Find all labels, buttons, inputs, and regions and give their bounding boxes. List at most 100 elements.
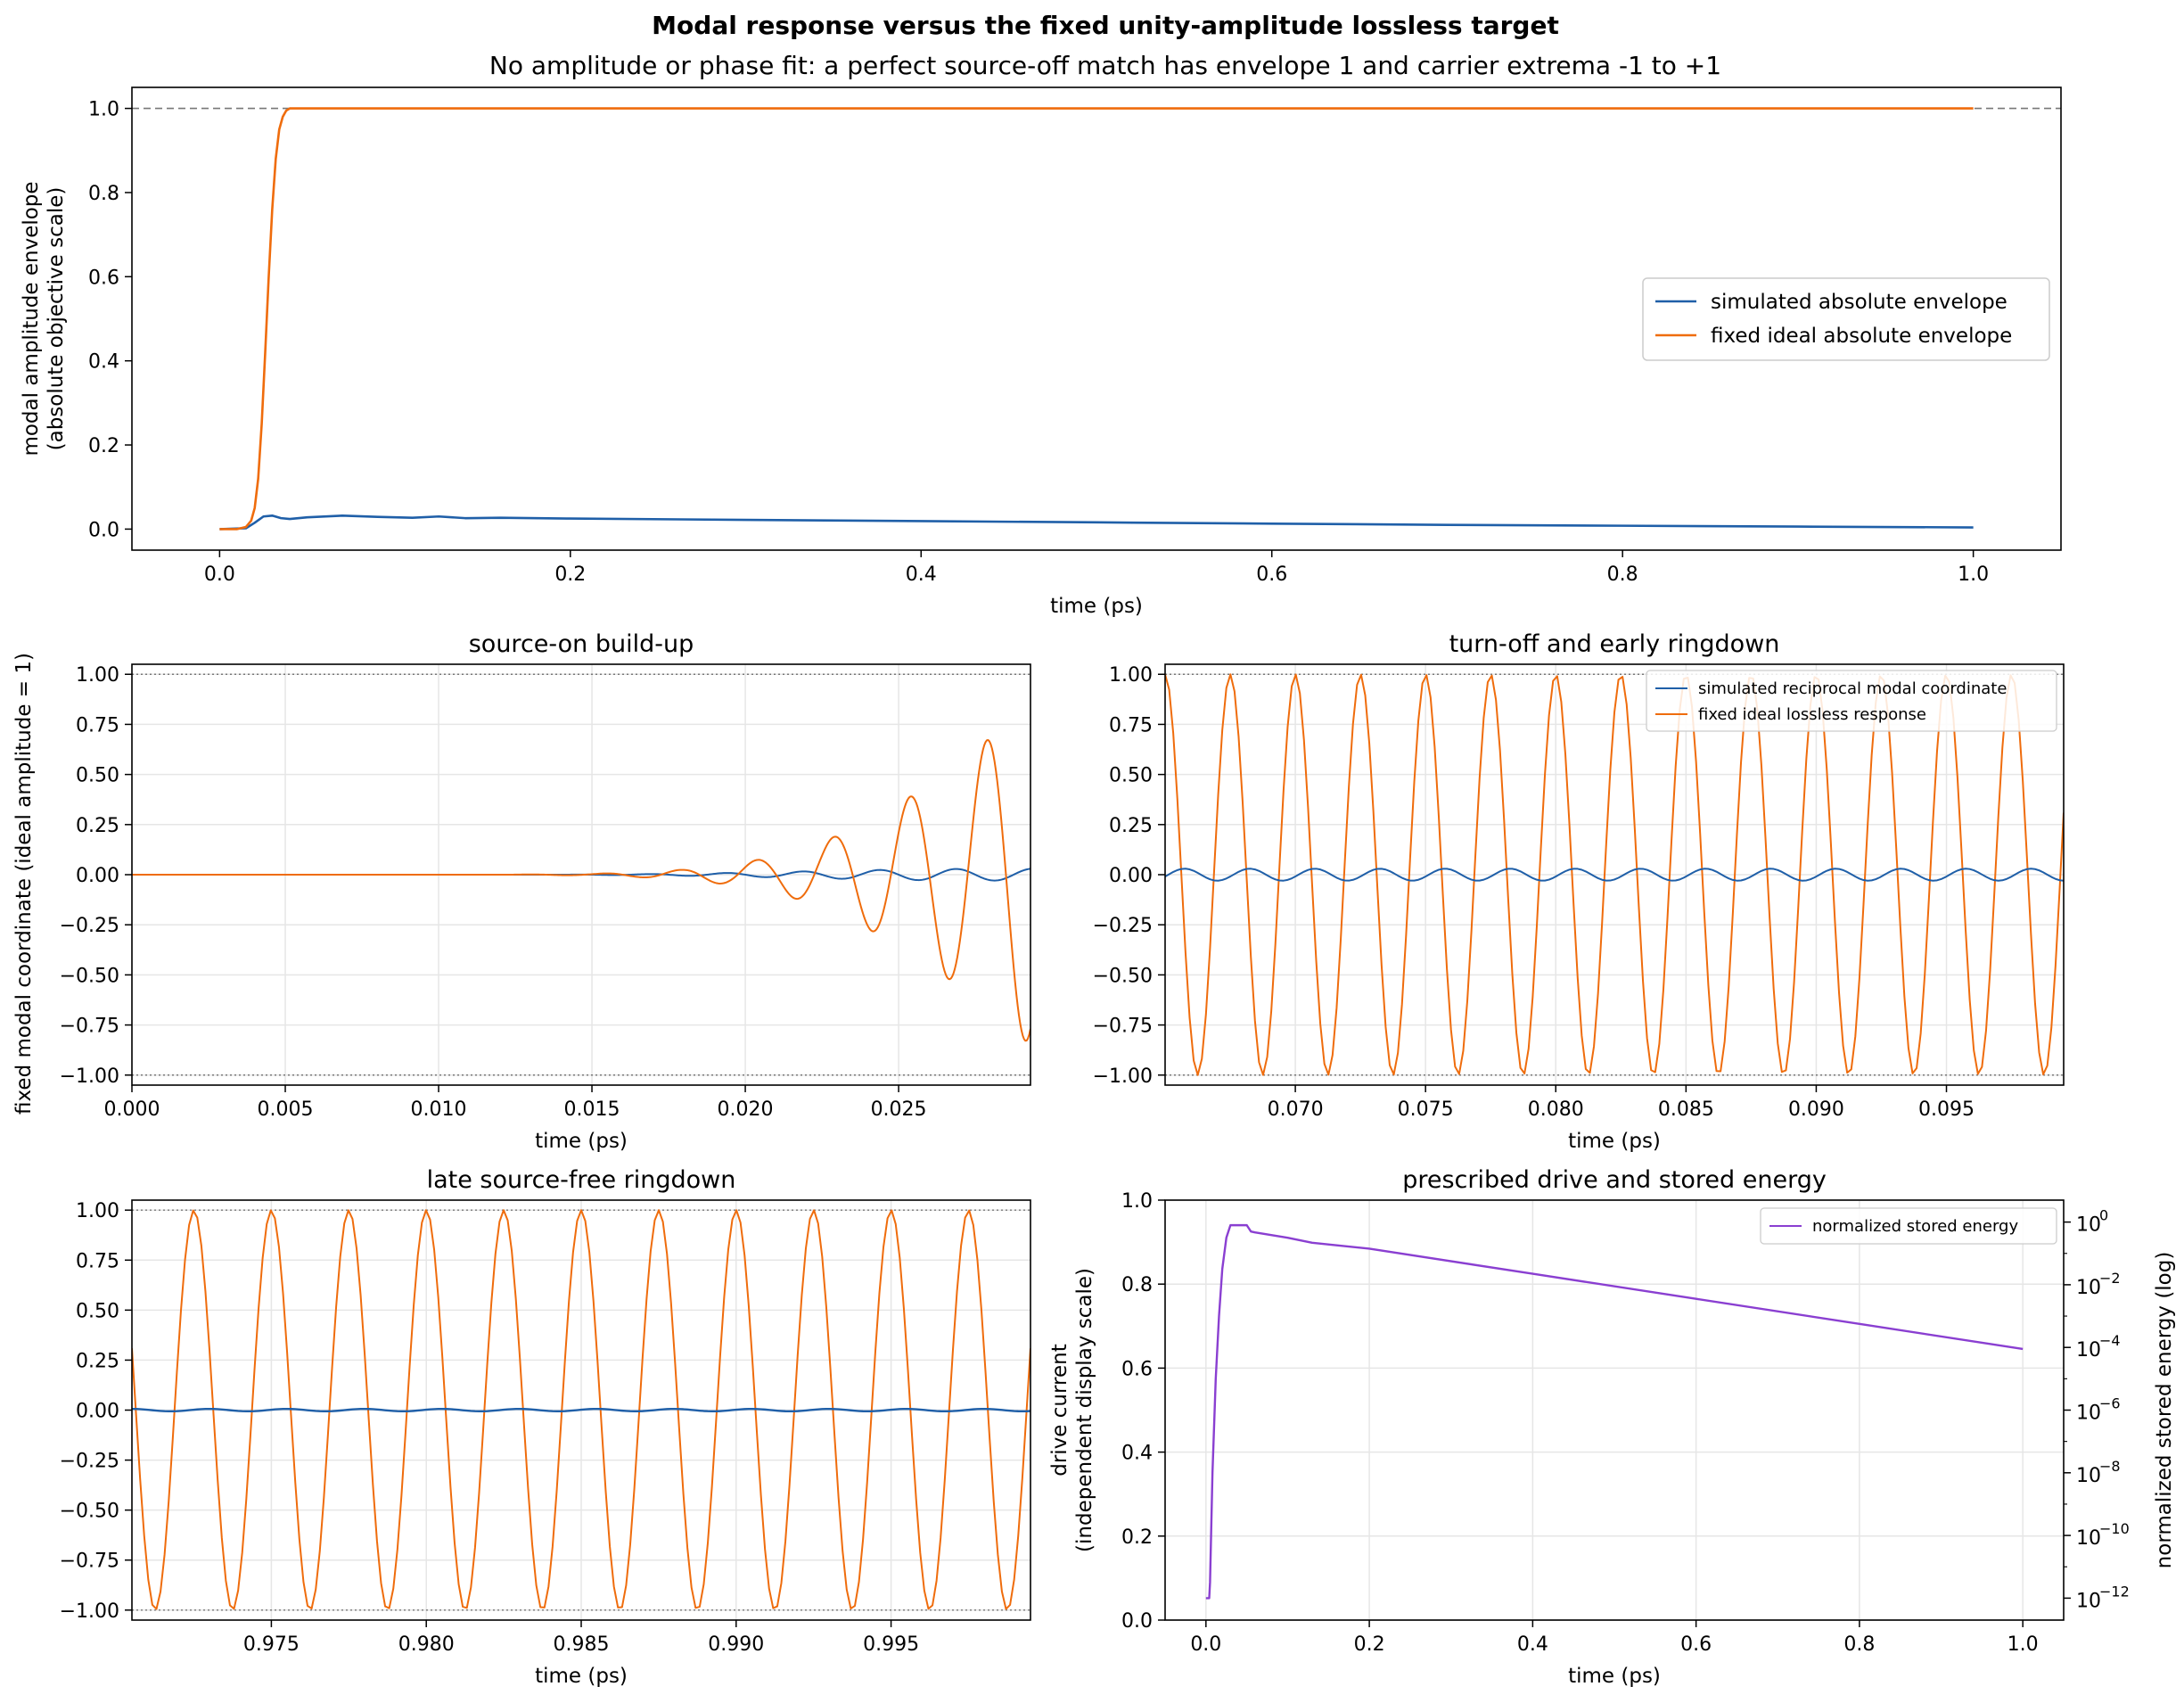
late-ideal-line: [132, 1209, 1030, 1610]
turnoff-xtick-label-3: 0.085: [1658, 1098, 1714, 1121]
buildup-ytick-label-4: 0.00: [76, 865, 119, 887]
turnoff-xtick-label-0: 0.070: [1268, 1098, 1324, 1121]
energy-right-tick-base-4: 10: [2076, 1339, 2101, 1362]
late-xtick-label-4: 0.995: [863, 1633, 919, 1656]
energy-right-tick-base-0: 10: [2076, 1590, 2101, 1612]
energy-ytick-label-5: 1.0: [1121, 1190, 1153, 1213]
energy-ylabel-line-0: drive current: [1048, 1344, 1071, 1477]
late-frame: [131, 1199, 1031, 1621]
buildup-title: source-on build-up: [469, 630, 694, 658]
turnoff-frame: [1164, 663, 2065, 1086]
buildup-frame: [131, 663, 1031, 1086]
energy-ytick-label-0: 0.0: [1121, 1610, 1153, 1633]
turnoff-ytick-label-8: 1.00: [1109, 664, 1153, 687]
turnoff-xtick-label-1: 0.075: [1398, 1098, 1454, 1121]
turnoff-ytick-label-6: 0.50: [1109, 765, 1153, 787]
turnoff-ideal-line: [1165, 673, 2064, 1076]
turnoff-xtick-label-4: 0.090: [1788, 1098, 1844, 1121]
turnoff-ytick-label-7: 0.75: [1109, 714, 1153, 736]
energy-xlabel: time (ps): [1568, 1665, 1661, 1688]
envelope-ytick-label-0: 0.0: [88, 519, 119, 541]
envelope-ylabel-line-1: (absolute objective scale): [45, 187, 68, 451]
energy-xtick-label-0: 0.0: [1190, 1633, 1221, 1656]
late-ytick-label-0: −1.00: [60, 1600, 119, 1623]
energy-ytick-label-2: 0.4: [1121, 1443, 1153, 1465]
buildup-xtick-label-0: 0.000: [104, 1098, 160, 1121]
energy-right-tick-base-5: 10: [2076, 1277, 2101, 1299]
figure-subtitle: No amplitude or phase fit: a perfect sou…: [489, 51, 1721, 80]
envelope-xtick-label-1: 0.2: [554, 564, 586, 586]
energy-legend-box: [1760, 1207, 2057, 1245]
buildup-ytick-label-3: −0.25: [60, 915, 119, 937]
energy-right-tick-exp-5: −2: [2099, 1270, 2121, 1287]
late-ytick-label-3: −0.25: [60, 1451, 119, 1473]
buildup-chart: 0.000 0.005 0.010 0.015 0.020 0.025 −1.00 −0.75…: [12, 630, 1031, 1153]
energy-legend-label: normalized stored energy: [1812, 1217, 2018, 1236]
turnoff-xtick-label-5: 0.095: [1918, 1098, 1975, 1121]
turnoff-ytick-label-1: −0.75: [1093, 1016, 1153, 1038]
buildup-ytick-label-2: −0.50: [60, 965, 119, 987]
turnoff-title: turn-off and early ringdown: [1449, 630, 1780, 658]
late-xtick-label-1: 0.980: [398, 1633, 455, 1656]
turnoff-ytick-label-2: −0.50: [1093, 965, 1153, 987]
late-ytick-label-7: 0.75: [76, 1250, 119, 1272]
late-ytick-label-1: −0.75: [60, 1551, 119, 1573]
turnoff-ytick-label-0: −1.00: [1093, 1065, 1153, 1088]
envelope-xtick-label-0: 0.0: [204, 564, 235, 586]
energy-xtick-label-4: 0.8: [1843, 1633, 1875, 1656]
buildup-ideal-line: [132, 739, 1030, 1042]
buildup-ytick-label-0: −1.00: [60, 1065, 119, 1088]
turnoff-ytick-label-5: 0.25: [1109, 815, 1153, 837]
late-xtick-label-3: 0.990: [708, 1633, 764, 1656]
buildup-xlabel: time (ps): [535, 1130, 628, 1153]
energy-title: prescribed drive and stored energy: [1402, 1166, 1827, 1194]
envelope-xtick-label-3: 0.6: [1256, 564, 1287, 586]
envelope-ytick-label-3: 0.6: [88, 267, 119, 289]
buildup-xtick-label-3: 0.015: [564, 1098, 620, 1121]
energy-right-tick-exp-1: −10: [2099, 1520, 2130, 1537]
envelope-series-line-1: [219, 107, 1974, 531]
turnoff-legend-label-0: simulated reciprocal modal coordinate: [1698, 679, 2007, 698]
late-simulated-line: [132, 1407, 1030, 1413]
envelope-ytick-label-5: 1.0: [88, 99, 119, 121]
envelope-series-line-0: [219, 514, 1974, 531]
envelope-xtick-label-2: 0.4: [906, 564, 937, 586]
energy-right-tick-base-3: 10: [2076, 1403, 2101, 1425]
late-ytick-label-8: 1.00: [76, 1200, 119, 1222]
envelope-xlabel: time (ps): [1050, 595, 1143, 618]
late-xtick-label-0: 0.975: [243, 1633, 300, 1656]
envelope-chart: 0.0 0.2 0.4 0.6 0.8 1.0 0.0 0.2 0.4 0.6 0.8 1.0 time…: [20, 86, 2062, 618]
energy-ytick-label-3: 0.6: [1121, 1358, 1153, 1380]
energy-xtick-label-1: 0.2: [1354, 1633, 1385, 1656]
envelope-legend-label-1: fixed ideal absolute envelope: [1711, 325, 2012, 348]
energy-right-tick-exp-0: −12: [2099, 1583, 2130, 1600]
energy-right-tick-exp-6: 0: [2099, 1207, 2108, 1224]
envelope-ylabel-line-0: modal amplitude envelope: [20, 181, 43, 456]
buildup-ytick-label-7: 0.75: [76, 714, 119, 736]
envelope-xtick-label-4: 0.8: [1607, 564, 1638, 586]
envelope-legend-box: [1642, 277, 2050, 361]
energy-xtick-label-3: 0.6: [1680, 1633, 1712, 1656]
late-ytick-label-4: 0.00: [76, 1401, 119, 1423]
energy-right-tick-base-1: 10: [2076, 1527, 2101, 1550]
late-xtick-label-2: 0.985: [554, 1633, 610, 1656]
buildup-ytick-label-1: −0.75: [60, 1016, 119, 1038]
energy-series-line: [1205, 1223, 2024, 1600]
turnoff-simulated-line: [1165, 868, 2064, 882]
envelope-ytick-label-4: 0.8: [88, 183, 119, 205]
turnoff-legend-label-1: fixed ideal lossless response: [1698, 705, 1926, 724]
energy-ytick-label-4: 0.8: [1121, 1274, 1153, 1296]
turnoff-legend-box: [1646, 670, 2057, 732]
energy-ytick-label-1: 0.2: [1121, 1526, 1153, 1549]
envelope-ytick-label-1: 0.2: [88, 435, 119, 457]
energy-xtick-label-5: 1.0: [2007, 1633, 2039, 1656]
envelope-ytick-label-2: 0.4: [88, 351, 119, 374]
turnoff-chart: 0.070 0.075 0.080 0.085 0.090 0.095 −1.00 −0.75…: [1093, 630, 2065, 1153]
buildup-xtick-label-5: 0.025: [871, 1098, 927, 1121]
buildup-ylabel: fixed modal coordinate (ideal amplitude …: [12, 653, 36, 1115]
envelope-frame: [131, 86, 2062, 551]
energy-xtick-label-2: 0.4: [1517, 1633, 1548, 1656]
figure-title: Modal response versus the fixed unity-am…: [652, 11, 1559, 40]
late-xlabel: time (ps): [535, 1665, 628, 1688]
energy-chart: 0.0 0.2 0.4 0.6 0.8 1.0 0.0 0.2 0.4 0.6 0.8 1.0 pres…: [1048, 1166, 2176, 1688]
